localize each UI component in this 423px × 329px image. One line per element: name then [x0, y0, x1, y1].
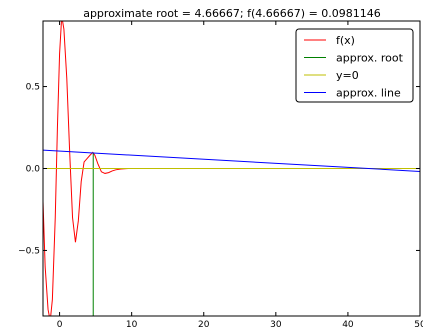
y-tick-label-1: 0.0 — [26, 165, 41, 175]
series-line-0 — [43, 21, 420, 316]
x-tick-label-1: 10 — [126, 320, 138, 329]
x-tick-label-3: 30 — [270, 320, 282, 329]
x-tick-label-2: 20 — [198, 320, 210, 329]
legend-label-2: y=0 — [336, 69, 359, 82]
legend-label-0: f(x) — [336, 34, 355, 47]
x-tick-label-5: 50 — [414, 320, 423, 329]
plot-area — [43, 21, 420, 316]
x-tick-label-0: 0 — [57, 320, 63, 329]
legend-label-1: approx. root — [336, 52, 404, 65]
y-tick-label-0: −0.5 — [18, 246, 40, 256]
y-tick-label-2: 0.5 — [26, 83, 40, 93]
legend-label-3: approx. line — [336, 87, 401, 100]
legend: f(x) approx. root y=0 approx. line — [295, 28, 414, 103]
chart-title: approximate root = 4.66667; f(4.66667) =… — [83, 7, 381, 20]
axis-ticks: 0 10 20 30 40 50 −0.5 0.0 0.5 — [18, 21, 423, 329]
series-line-3 — [43, 149, 420, 172]
legend-box — [295, 28, 414, 103]
x-tick-label-4: 40 — [342, 320, 354, 329]
